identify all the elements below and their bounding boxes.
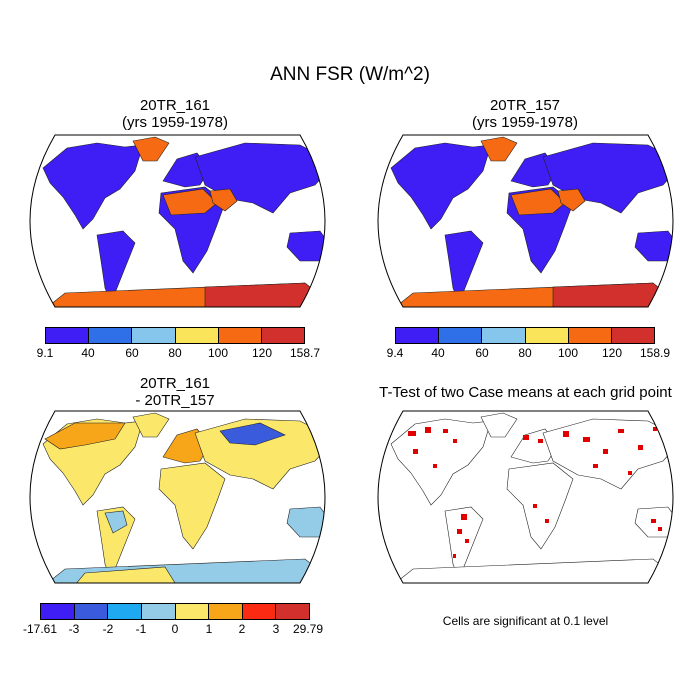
panel-3-tick-label: -17.61 <box>22 622 58 636</box>
panel-2-tick-label: 120 <box>601 346 623 360</box>
panel-1-title-line2: (yrs 1959-1978) <box>122 114 228 131</box>
panel-1-title-line1: 20TR_161 <box>139 97 211 114</box>
panel-2-tick-label: 9.4 <box>386 346 404 360</box>
arabia-desert <box>209 188 238 212</box>
panel-1-colorbar-bin <box>89 328 133 343</box>
south-america <box>444 506 484 580</box>
figure-title: ANN FSR (W/m^2) <box>270 64 430 85</box>
panel-1-colorbar-bin <box>132 328 176 343</box>
significant-cells <box>408 427 662 558</box>
panel-2-colorbar <box>395 327 655 344</box>
panel-4-title: T-Test of two Case means at each grid po… <box>379 384 672 401</box>
antarctica-east <box>552 282 673 307</box>
north-america <box>390 142 492 230</box>
panel-1-tick-label: 80 <box>168 346 182 360</box>
panel-2-map <box>377 134 674 308</box>
antarctica <box>392 558 673 583</box>
panel-2-tick-label: 100 <box>557 346 579 360</box>
panel-1-tick-label: 40 <box>81 346 95 360</box>
panel-2-colorbar-bin <box>482 328 526 343</box>
arabia-desert <box>557 188 586 212</box>
south-america <box>96 230 136 304</box>
panel-3-tick-label: 0 <box>171 622 179 636</box>
panel-2-colorbar-bin <box>611 328 655 343</box>
panel-1-tick-label: 158.7 <box>289 346 321 360</box>
panel-2-tick-label: 158.9 <box>639 346 671 360</box>
panel-3-colorbar-bin <box>175 604 210 619</box>
panel-3-colorbar <box>40 603 310 620</box>
panel-1-title: 20TR_161 (yrs 1959-1978) <box>50 97 300 131</box>
panel-3-colorbar-bin <box>209 604 243 619</box>
sahara <box>162 188 218 216</box>
panel-1-map <box>29 134 326 308</box>
significance-note: Cells are significant at 0.1 level <box>442 614 609 628</box>
greenland <box>480 412 518 438</box>
panel-2-tick-label: 80 <box>518 346 532 360</box>
panel-2-title-line1: 20TR_157 <box>489 97 561 114</box>
panel-2-title-line2: (yrs 1959-1978) <box>472 114 578 131</box>
australia <box>286 230 325 262</box>
north-america <box>390 418 492 506</box>
panel-3-tick-label: -2 <box>102 622 114 636</box>
panel-2-tick-label: 60 <box>475 346 489 360</box>
africa <box>506 462 574 550</box>
amazon-anomaly <box>104 510 128 534</box>
panel-3-title: 20TR_161 - 20TR_157 <box>50 375 300 409</box>
australia <box>634 506 673 538</box>
panel-1-colorbar-bin <box>261 328 305 343</box>
panel-3-tick-label: 3 <box>272 622 280 636</box>
panel-3-tick-label: -1 <box>135 622 147 636</box>
panel-1-tick-label: 120 <box>251 346 273 360</box>
greenland <box>132 136 170 162</box>
panel-3-colorbar-bin <box>108 604 142 619</box>
panel-3-title-line2: - 20TR_157 <box>135 392 215 409</box>
panel-3-colorbar-bin <box>74 604 109 619</box>
panel-3-colorbar-bin <box>242 604 277 619</box>
siberia-anomaly <box>219 422 286 446</box>
panel-3-map <box>29 410 326 584</box>
antarctica-east <box>204 282 325 307</box>
panel-3-colorbar-bin <box>41 604 75 619</box>
south-america <box>444 230 484 304</box>
panel-1-tick-label: 9.1 <box>36 346 54 360</box>
panel-3-tick-label: 2 <box>238 622 246 636</box>
africa <box>158 462 226 550</box>
panel-2-colorbar-bin <box>439 328 483 343</box>
panel-1-colorbar-bin <box>218 328 262 343</box>
canada-anomaly <box>44 422 126 450</box>
panel-3-tick-label: 29.79 <box>292 622 324 636</box>
north-america <box>42 142 144 230</box>
australia <box>286 506 325 538</box>
panel-2-colorbar-bin <box>396 328 440 343</box>
panel-3-colorbar-bin <box>141 604 176 619</box>
panel-4-map <box>377 410 674 584</box>
panel-2-colorbar-bin <box>568 328 612 343</box>
sahara <box>510 188 566 216</box>
panel-2-title: 20TR_157 (yrs 1959-1978) <box>400 97 650 131</box>
asia <box>542 418 673 490</box>
panel-3-tick-label: -3 <box>68 622 80 636</box>
panel-1-tick-label: 100 <box>207 346 229 360</box>
panel-2-tick-label: 40 <box>431 346 445 360</box>
panel-3-tick-label: 1 <box>205 622 213 636</box>
antarctica-yellow <box>74 566 176 583</box>
panel-3-title-line1: 20TR_161 <box>139 375 211 392</box>
panel-1-colorbar-bin <box>46 328 90 343</box>
panel-1-colorbar <box>45 327 305 344</box>
panel-3-colorbar-bin <box>276 604 309 619</box>
greenland <box>480 136 518 162</box>
panel-1-tick-label: 60 <box>125 346 139 360</box>
greenland <box>132 412 170 438</box>
australia <box>634 230 673 262</box>
panel-2-colorbar-bin <box>525 328 569 343</box>
panel-1-colorbar-bin <box>175 328 219 343</box>
